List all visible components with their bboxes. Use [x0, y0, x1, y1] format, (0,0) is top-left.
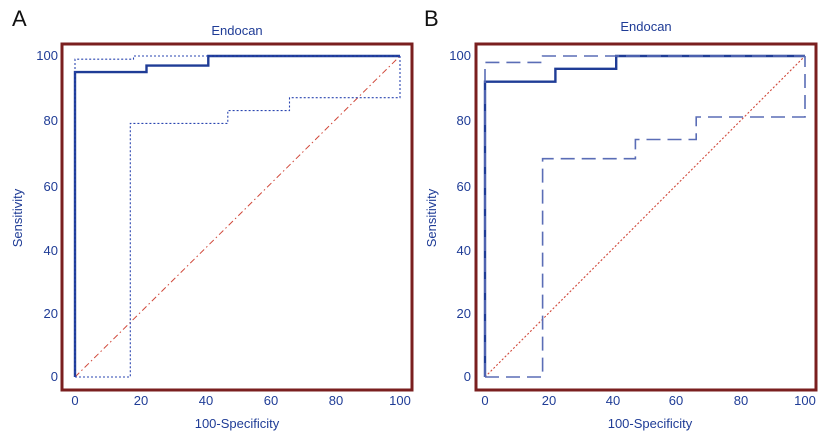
panel-a-series-group [73, 54, 401, 378]
panel-b-x-axis-label: 100-Specificity [608, 416, 693, 431]
panel-a-y-tick: 0 [51, 369, 58, 384]
panel-a-x-tick: 20 [134, 393, 148, 408]
panel-a-y-tick: 100 [36, 48, 58, 63]
panel-b: B Endocan 0 20 40 60 80 100 0 20 40 60 8… [424, 6, 818, 431]
panel-a-plot-frame [60, 42, 414, 392]
panel-a-letter: A [12, 6, 27, 31]
panel-a-x-tick: 0 [71, 393, 78, 408]
panel-a-y-tick: 60 [44, 179, 58, 194]
panel-b-letter: B [424, 6, 439, 31]
panel-a-reference-line [74, 55, 401, 378]
panel-a-x-ticks: 0 20 40 60 80 100 [71, 393, 410, 408]
panel-b-x-tick: 0 [481, 393, 488, 408]
panel-b-x-tick: 60 [669, 393, 683, 408]
panel-b-y-tick: 40 [457, 243, 471, 258]
panel-b-series-group [483, 54, 806, 378]
panel-a-y-tick: 80 [44, 113, 58, 128]
panel-b-y-tick: 20 [457, 306, 471, 321]
panel-b-title: Endocan [620, 19, 671, 34]
panel-b-y-tick: 100 [449, 48, 471, 63]
panel-b-y-tick: 80 [457, 113, 471, 128]
panel-a-x-tick: 60 [264, 393, 278, 408]
panel-b-ci-upper-line [484, 55, 805, 377]
panel-a-x-tick: 100 [389, 393, 411, 408]
panel-a-y-tick: 20 [44, 306, 58, 321]
panel-a-ci-upper-line [74, 55, 400, 377]
panel-b-x-ticks: 0 20 40 60 80 100 [481, 393, 815, 408]
panel-b-x-tick: 20 [542, 393, 556, 408]
panel-b-y-axis-label: Sensitivity [424, 188, 439, 247]
panel-a-x-tick: 80 [329, 393, 343, 408]
panel-a-title: Endocan [211, 23, 262, 38]
panel-b-x-tick: 100 [794, 393, 816, 408]
panel-a-y-ticks: 0 20 40 60 80 100 [36, 48, 58, 384]
panel-b-x-tick: 40 [606, 393, 620, 408]
panel-a: A Endocan 0 20 40 60 80 100 0 20 40 60 8… [10, 6, 414, 431]
panel-b-y-ticks: 0 20 40 60 80 100 [449, 48, 471, 384]
panel-a-y-axis-label: Sensitivity [10, 188, 25, 247]
panel-a-y-tick: 40 [44, 243, 58, 258]
panel-b-y-tick: 0 [464, 369, 471, 384]
panel-b-y-tick: 60 [457, 179, 471, 194]
panel-b-reference-line [484, 55, 806, 378]
panel-b-plot-frame [474, 42, 818, 392]
panel-a-x-tick: 40 [199, 393, 213, 408]
panel-a-x-axis-label: 100-Specificity [195, 416, 280, 431]
panel-b-x-tick: 80 [734, 393, 748, 408]
panel-b-ci-lower-line [485, 56, 806, 378]
